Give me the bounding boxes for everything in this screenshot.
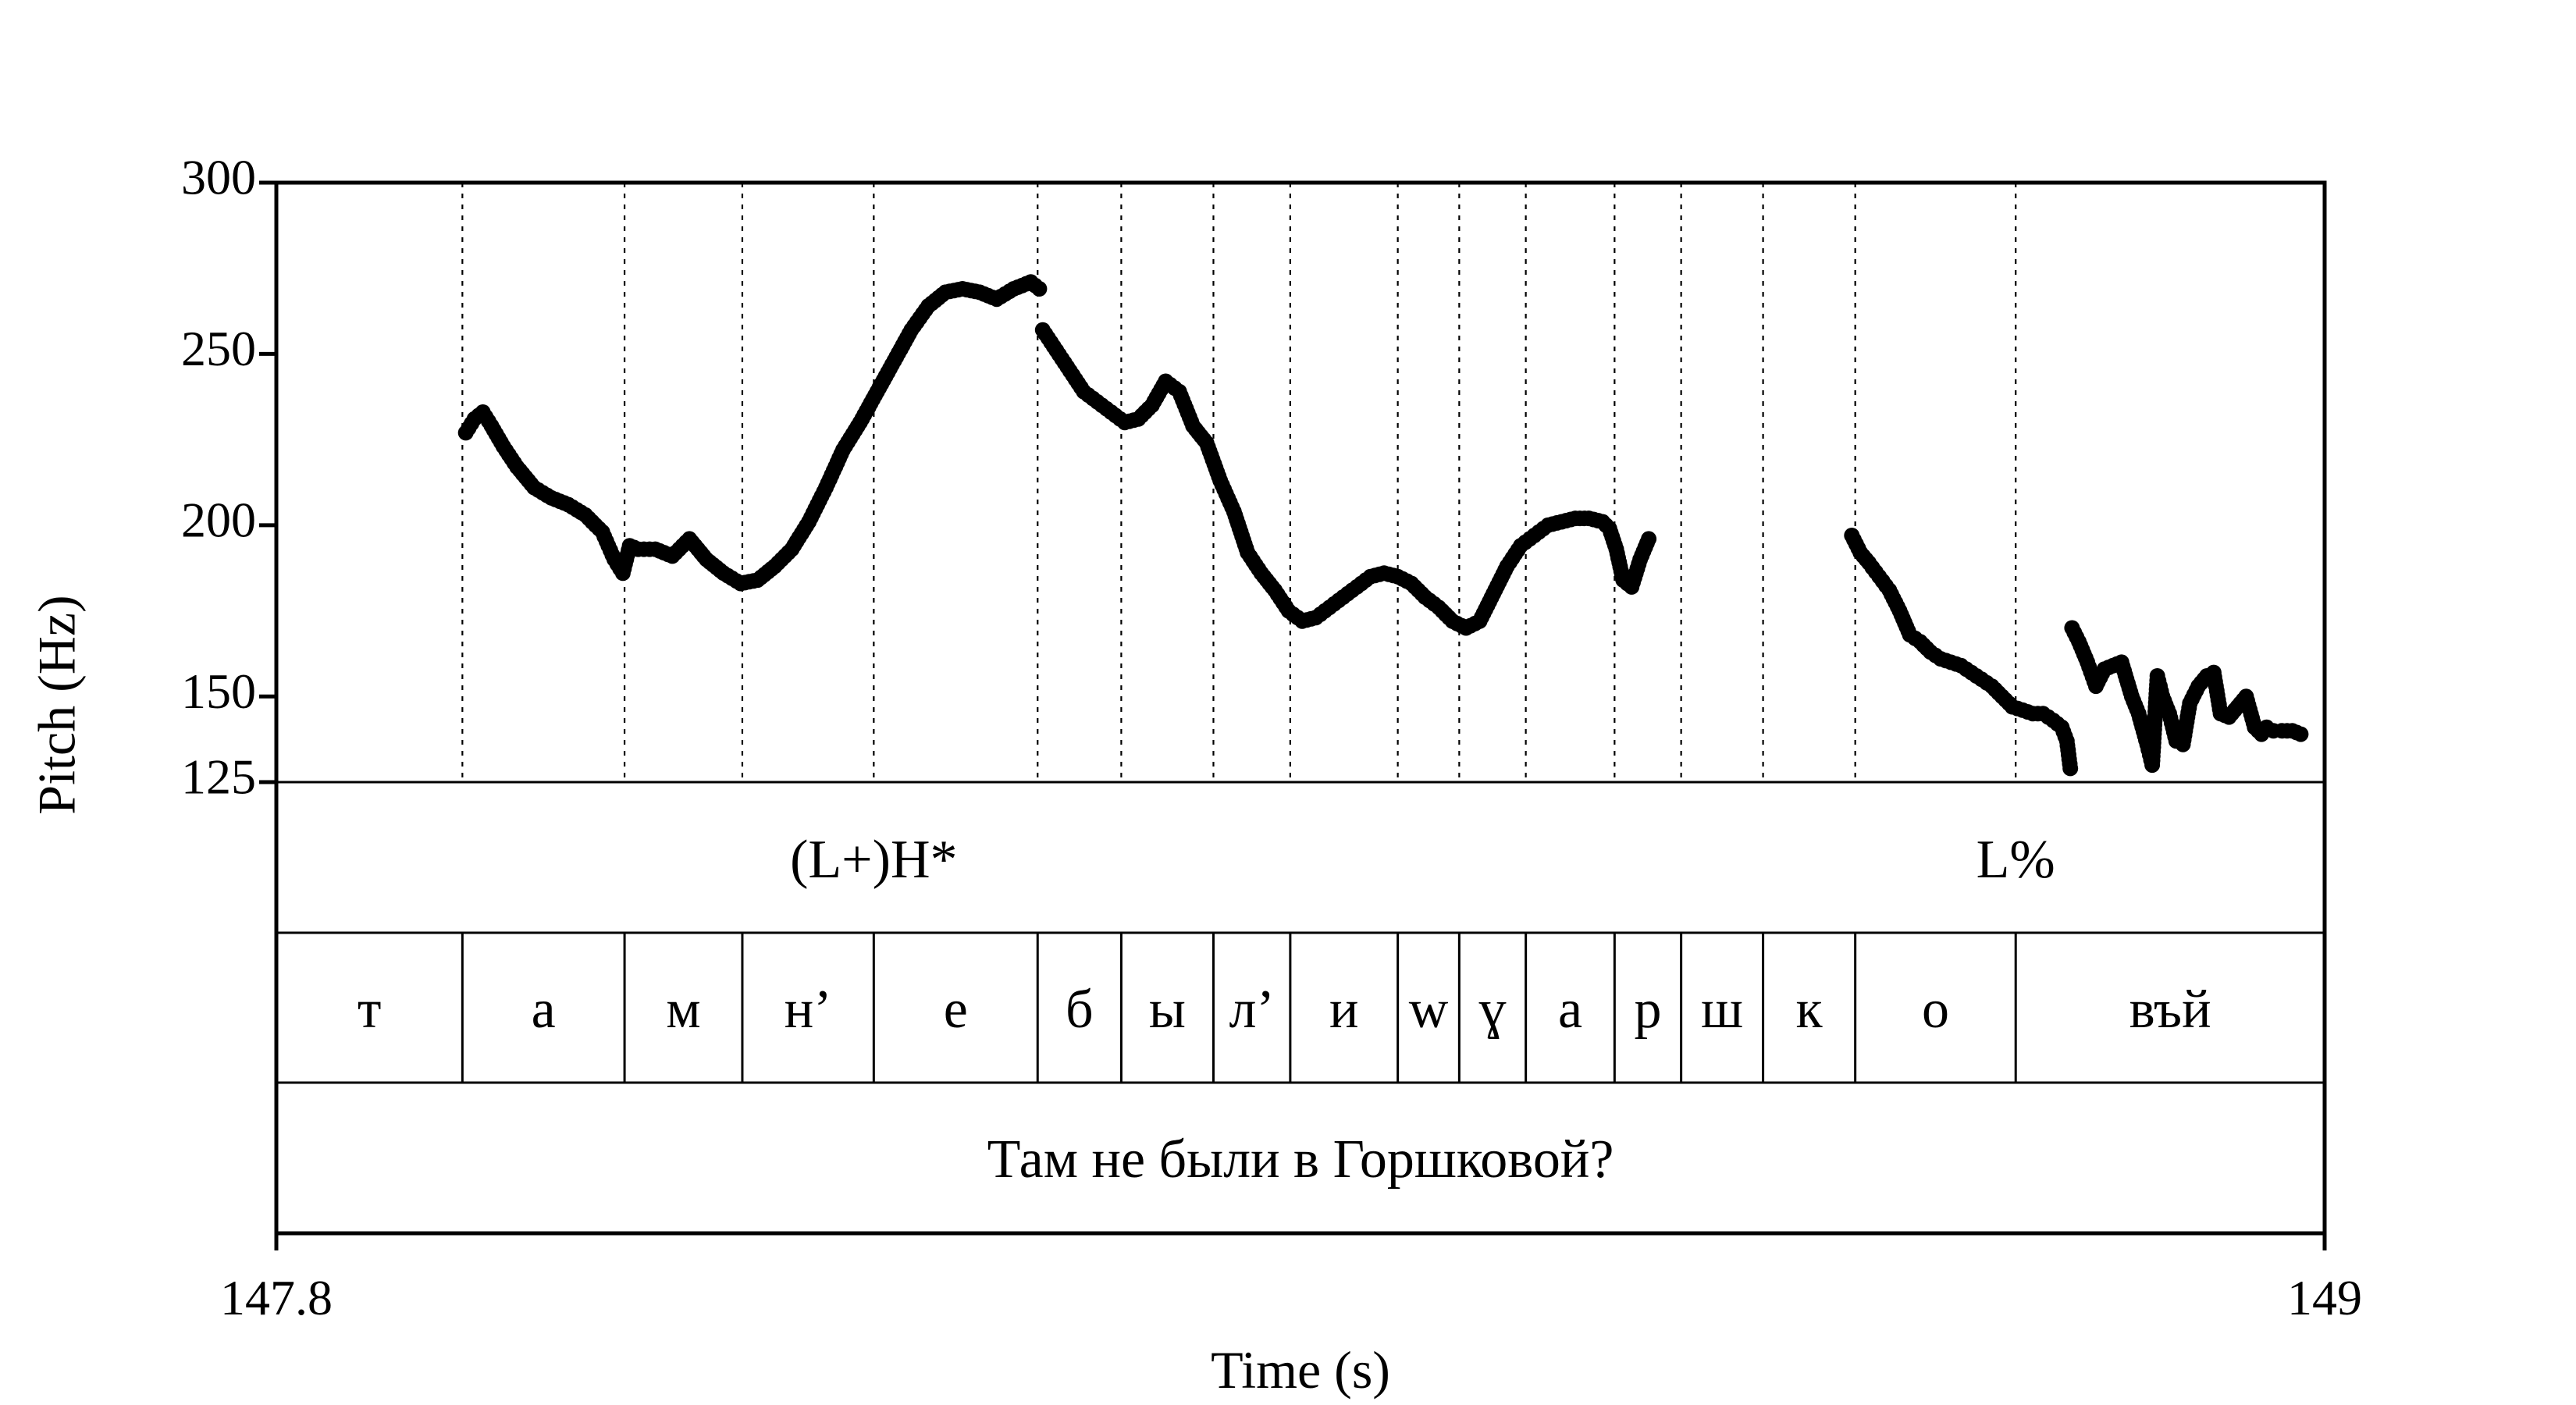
segment-label-2: м: [666, 980, 700, 1040]
segment-label-15: о: [1922, 980, 1949, 1040]
y-tick-label-3: 250: [181, 321, 256, 376]
plot-frame: [274, 180, 2327, 1236]
pitch-point-3-129: [2293, 726, 2309, 742]
tone-label-0: (L+)H*: [790, 830, 957, 890]
segment-label-3: н’: [785, 980, 832, 1040]
segment-boundary-grid: [461, 183, 2017, 782]
pitch-point-2-66: [2062, 760, 2079, 777]
pitch-points: [457, 274, 2309, 777]
pitch-contour-0: [457, 274, 1048, 592]
segment-label-11: а: [1558, 980, 1582, 1040]
pitch-contour-1: [1034, 322, 1657, 636]
pitch-point-0-187: [1031, 281, 1048, 297]
segment-label-1: а: [532, 980, 556, 1040]
y-tick-label-2: 200: [181, 493, 256, 548]
y-axis-title: Pitch (Hz): [27, 595, 87, 814]
segment-label-12: р: [1634, 980, 1661, 1040]
y-tick-label-0: 125: [181, 749, 256, 805]
segment-label-0: т: [358, 980, 382, 1040]
segment-label-4: е: [944, 980, 968, 1040]
sentence-label: Там не были в Горшковой?: [987, 1129, 1614, 1190]
pitch-contour-3: [2064, 620, 2309, 774]
segment-label-9: w: [1409, 980, 1449, 1040]
x-tick-label-0: 147.8: [220, 1270, 333, 1325]
segment-label-13: ш: [1701, 980, 1743, 1040]
segment-label-14: к: [1796, 980, 1823, 1040]
segment-label-6: ы: [1149, 980, 1186, 1040]
segment-label-16: въй: [2129, 980, 2211, 1040]
pitch-point-1-202: [1641, 531, 1657, 547]
y-tick-label-1: 150: [181, 663, 256, 719]
x-axis: 147.8 149: [220, 1233, 2362, 1325]
y-axis: 125 150 200 250 300: [181, 150, 276, 805]
y-tick-label-4: 300: [181, 150, 256, 205]
tone-label-1: L%: [1976, 830, 2055, 890]
segment-label-5: б: [1066, 980, 1094, 1040]
segment-label-7: л’: [1229, 980, 1275, 1040]
x-tick-label-1: 149: [2287, 1270, 2362, 1325]
x-axis-title: Time (s): [1211, 1340, 1390, 1400]
segment-label-10: ɣ: [1479, 980, 1507, 1040]
segment-label-8: и: [1329, 980, 1358, 1040]
pitch-contour-2: [1844, 528, 2079, 777]
